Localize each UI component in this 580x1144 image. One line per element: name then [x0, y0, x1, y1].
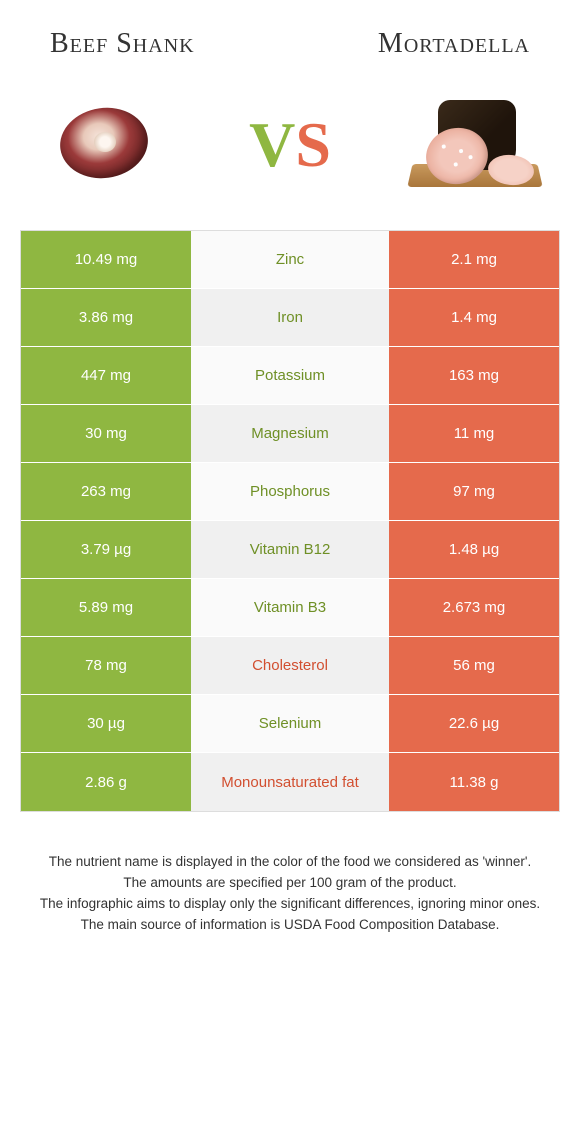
- beef-shank-image: [40, 90, 170, 200]
- table-row: 30 mgMagnesium11 mg: [21, 405, 559, 463]
- left-value: 447 mg: [21, 347, 191, 404]
- table-row: 78 mgCholesterol56 mg: [21, 637, 559, 695]
- table-row: 5.89 mgVitamin B32.673 mg: [21, 579, 559, 637]
- nutrient-label: Phosphorus: [191, 463, 389, 520]
- footer-line: The nutrient name is displayed in the co…: [30, 852, 550, 873]
- header: Beef Shank Mortadella: [0, 0, 580, 70]
- right-value: 56 mg: [389, 637, 559, 694]
- nutrient-label: Cholesterol: [191, 637, 389, 694]
- right-value: 2.673 mg: [389, 579, 559, 636]
- table-row: 30 µgSelenium22.6 µg: [21, 695, 559, 753]
- right-value: 163 mg: [389, 347, 559, 404]
- nutrient-label: Vitamin B12: [191, 521, 389, 578]
- vs-label: VS: [249, 108, 331, 182]
- right-value: 1.48 µg: [389, 521, 559, 578]
- left-value: 78 mg: [21, 637, 191, 694]
- right-value: 97 mg: [389, 463, 559, 520]
- nutrient-label: Monounsaturated fat: [191, 753, 389, 811]
- right-value: 1.4 mg: [389, 289, 559, 346]
- nutrient-label: Iron: [191, 289, 389, 346]
- left-value: 263 mg: [21, 463, 191, 520]
- footer-line: The main source of information is USDA F…: [30, 915, 550, 936]
- table-row: 2.86 gMonounsaturated fat11.38 g: [21, 753, 559, 811]
- left-food-title: Beef Shank: [50, 28, 195, 60]
- left-value: 30 µg: [21, 695, 191, 752]
- footer-line: The infographic aims to display only the…: [30, 894, 550, 915]
- left-value: 30 mg: [21, 405, 191, 462]
- right-value: 2.1 mg: [389, 231, 559, 288]
- left-value: 5.89 mg: [21, 579, 191, 636]
- right-value: 11.38 g: [389, 753, 559, 811]
- hero-row: VS: [0, 70, 580, 230]
- table-row: 263 mgPhosphorus97 mg: [21, 463, 559, 521]
- table-row: 10.49 mgZinc2.1 mg: [21, 231, 559, 289]
- nutrient-label: Magnesium: [191, 405, 389, 462]
- right-value: 22.6 µg: [389, 695, 559, 752]
- nutrient-label: Zinc: [191, 231, 389, 288]
- vs-s: S: [295, 109, 331, 180]
- footer-notes: The nutrient name is displayed in the co…: [0, 812, 580, 956]
- left-value: 10.49 mg: [21, 231, 191, 288]
- nutrient-label: Vitamin B3: [191, 579, 389, 636]
- nutrient-label: Potassium: [191, 347, 389, 404]
- table-row: 3.79 µgVitamin B121.48 µg: [21, 521, 559, 579]
- vs-v: V: [249, 109, 295, 180]
- mortadella-image: [410, 90, 540, 200]
- table-row: 3.86 mgIron1.4 mg: [21, 289, 559, 347]
- table-row: 447 mgPotassium163 mg: [21, 347, 559, 405]
- left-value: 2.86 g: [21, 753, 191, 811]
- right-value: 11 mg: [389, 405, 559, 462]
- nutrient-label: Selenium: [191, 695, 389, 752]
- nutrient-table: 10.49 mgZinc2.1 mg3.86 mgIron1.4 mg447 m…: [20, 230, 560, 812]
- left-value: 3.86 mg: [21, 289, 191, 346]
- footer-line: The amounts are specified per 100 gram o…: [30, 873, 550, 894]
- right-food-title: Mortadella: [378, 28, 530, 60]
- left-value: 3.79 µg: [21, 521, 191, 578]
